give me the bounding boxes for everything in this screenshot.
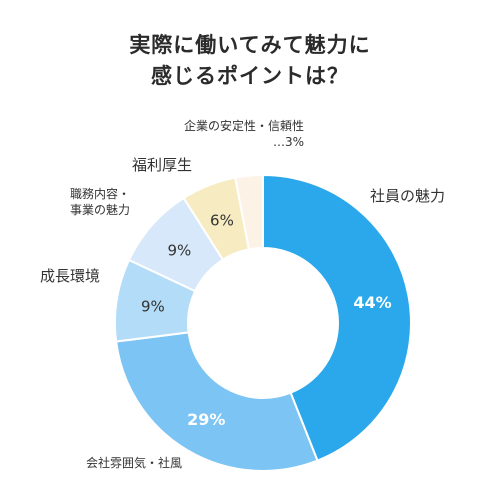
slice-value-label-staff: 44%	[353, 293, 391, 312]
slice-label-staff: 社員の魅力	[370, 186, 445, 206]
slice-label-stability: 企業の安定性・信頼性 …3%	[184, 118, 304, 150]
slice-value-label-welfare: 6%	[210, 211, 234, 229]
slice-label-job-content-line-2: 事業の魅力	[70, 203, 131, 218]
slice-staff	[262, 173, 412, 462]
slice-label-growth-text: 成長環境	[40, 267, 101, 285]
slice-label-atmosphere: 会社雰囲気・社風	[86, 455, 182, 471]
chart-title-line-1: 実際に働いてみて魅力に	[129, 33, 371, 57]
slice-atmosphere	[115, 331, 319, 472]
slice-label-growth: 成長環境	[40, 266, 100, 286]
slice-label-stability-line-2: …3%	[272, 135, 305, 150]
chart-title: 実際に働いてみて魅力に 感じるポイントは？	[0, 30, 500, 92]
slice-label-welfare-text: 福利厚生	[132, 156, 193, 174]
slice-label-job-content: 職務内容・ 事業の魅力	[70, 186, 130, 218]
slice-label-job-content-line-1: 職務内容・	[70, 187, 131, 201]
chart-title-line-2: 感じるポイントは？	[151, 64, 349, 88]
slice-value-label-job-content: 9%	[167, 241, 191, 259]
slice-value-label-growth: 9%	[141, 298, 165, 316]
slice-label-staff-text: 社員の魅力	[370, 187, 446, 205]
slice-label-stability-line-1: 企業の安定性・信頼性	[184, 119, 305, 133]
slice-label-atmosphere-text: 会社雰囲気・社風	[86, 456, 183, 470]
slice-label-welfare: 福利厚生	[132, 155, 192, 175]
slice-value-label-atmosphere: 29%	[187, 410, 225, 429]
slice-stability	[234, 173, 264, 251]
